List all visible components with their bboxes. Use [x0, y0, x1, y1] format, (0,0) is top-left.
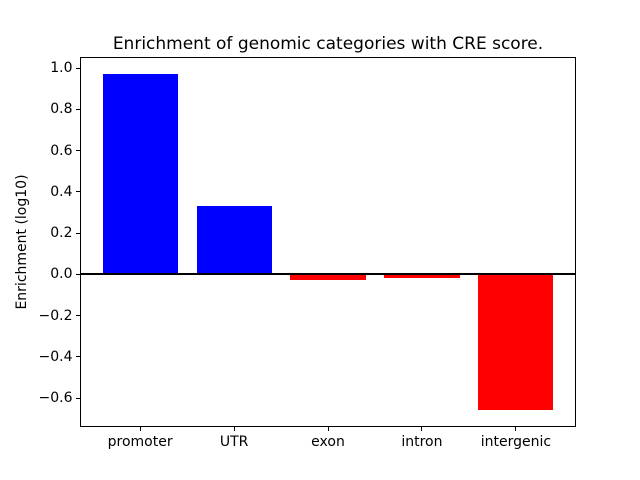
zero-line: [80, 273, 576, 276]
plot-area: [80, 57, 576, 427]
x-tick-label-intron: intron: [401, 434, 443, 451]
y-tick-mark: [76, 150, 80, 152]
x-tick-mark: [515, 427, 517, 432]
y-tick-label: 0.0: [50, 266, 73, 283]
y-tick-label: 1.0: [50, 60, 73, 77]
x-tick-mark: [421, 427, 423, 432]
y-tick-mark: [76, 67, 80, 69]
chart-title: Enrichment of genomic categories with CR…: [112, 34, 544, 54]
x-tick-mark: [233, 427, 235, 432]
bar-intron: [384, 274, 460, 279]
x-tick-label-UTR: UTR: [219, 434, 249, 451]
x-tick-mark: [327, 427, 329, 432]
x-tick-label-exon: exon: [311, 434, 345, 451]
bar-exon: [290, 274, 366, 280]
y-tick-label: −0.4: [38, 348, 73, 365]
y-tick-label: −0.2: [38, 307, 73, 324]
y-tick-mark: [76, 356, 80, 358]
y-tick-mark: [76, 191, 80, 193]
y-tick-mark: [76, 108, 80, 110]
bar-promoter: [102, 74, 178, 275]
y-tick-mark: [76, 397, 80, 399]
y-tick-label: 0.6: [50, 142, 73, 159]
y-tick-mark: [76, 273, 80, 275]
x-tick-mark: [139, 427, 141, 432]
y-tick-mark: [76, 315, 80, 317]
x-tick-label-promoter: promoter: [107, 434, 173, 451]
y-tick-label: 0.4: [50, 183, 73, 200]
bar-UTR: [196, 206, 272, 275]
y-tick-label: 0.8: [50, 101, 73, 118]
y-tick-label: −0.6: [38, 390, 73, 406]
y-tick-label: 0.2: [50, 225, 73, 242]
y-tick-mark: [76, 232, 80, 234]
bar-intergenic: [478, 274, 554, 411]
x-tick-label-intergenic: intergenic: [480, 434, 552, 451]
